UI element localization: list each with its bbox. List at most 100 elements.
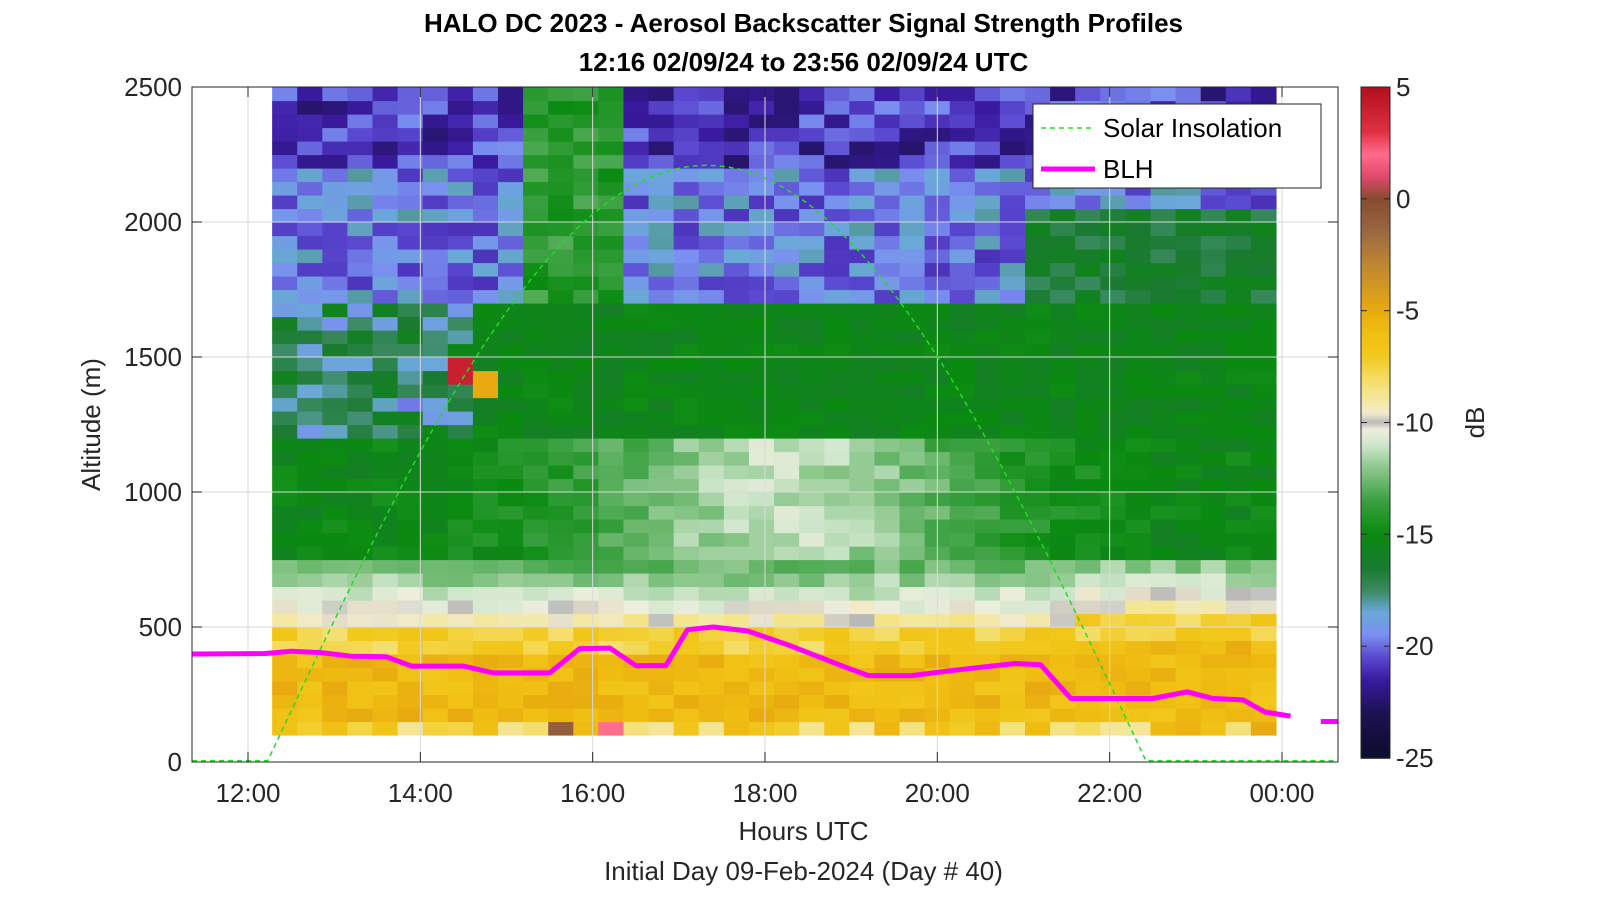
- heatmap-cell: [623, 181, 650, 196]
- heatmap-cell: [874, 492, 901, 507]
- heatmap-cell: [322, 303, 349, 318]
- heatmap-cell: [673, 330, 700, 345]
- heatmap-cell: [397, 235, 424, 250]
- colorbar-step: [1361, 726, 1390, 730]
- heatmap-cell: [698, 694, 725, 709]
- heatmap-cell: [799, 708, 825, 723]
- heatmap-cell: [598, 276, 625, 291]
- heatmap-cell: [1025, 586, 1051, 601]
- heatmap-cell: [472, 316, 499, 331]
- heatmap-cell: [849, 343, 876, 358]
- heatmap-cell: [548, 627, 574, 642]
- heatmap-cell: [874, 681, 901, 696]
- heatmap-cell: [874, 640, 901, 655]
- heatmap-cell: [949, 208, 976, 223]
- heatmap-cell: [1025, 640, 1051, 655]
- heatmap-cell: [447, 235, 474, 250]
- heatmap-cell: [297, 127, 323, 142]
- heatmap-cell: [1100, 654, 1126, 669]
- heatmap-cell: [397, 465, 424, 480]
- colorbar-step: [1361, 433, 1390, 437]
- heatmap-cell: [422, 465, 449, 480]
- heatmap-cell: [1250, 208, 1277, 223]
- heatmap-cell: [1125, 303, 1152, 318]
- heatmap-cell: [422, 600, 449, 615]
- colorbar-step: [1361, 592, 1390, 596]
- heatmap-cell: [899, 451, 926, 466]
- heatmap-cell: [1100, 613, 1126, 628]
- heatmap-cell: [472, 573, 499, 588]
- heatmap-cell: [447, 114, 474, 129]
- heatmap-cell: [372, 586, 399, 601]
- heatmap-cell: [573, 154, 599, 169]
- heatmap-cell: [297, 357, 323, 372]
- colorbar-step: [1361, 482, 1390, 486]
- heatmap-cell: [272, 573, 298, 588]
- heatmap-cell: [1150, 654, 1177, 669]
- heatmap-cell: [1225, 222, 1252, 237]
- heatmap-cell: [497, 451, 524, 466]
- heatmap-cell: [698, 505, 725, 520]
- heatmap-cell: [1100, 235, 1126, 250]
- colorbar-step: [1361, 98, 1390, 102]
- heatmap-cell: [422, 438, 449, 453]
- heatmap-cell: [322, 370, 349, 385]
- heatmap-cell: [322, 559, 349, 574]
- heatmap-cell: [748, 532, 775, 547]
- colorbar-step: [1361, 312, 1390, 316]
- colorbar-step: [1361, 509, 1390, 513]
- heatmap-cell: [372, 384, 399, 399]
- heatmap-cell: [447, 303, 474, 318]
- heatmap-cell: [1175, 721, 1202, 736]
- heatmap-cell: [899, 465, 926, 480]
- heatmap-cell: [397, 100, 424, 115]
- colorbar-step: [1361, 583, 1390, 587]
- colorbar-step: [1361, 100, 1390, 104]
- heatmap-cell: [497, 330, 524, 345]
- heatmap-cell: [1100, 87, 1126, 102]
- heatmap-cell: [347, 451, 374, 466]
- colorbar-step: [1361, 330, 1390, 334]
- heatmap-cell: [1175, 586, 1202, 601]
- heatmap-cell: [874, 559, 901, 574]
- heatmap-cell: [774, 397, 800, 412]
- colorbar-step: [1361, 715, 1390, 719]
- heatmap-cell: [1125, 195, 1152, 210]
- heatmap-cell: [372, 289, 399, 304]
- heatmap-cell: [347, 87, 374, 102]
- heatmap-cell: [397, 303, 424, 318]
- heatmap-cell: [573, 600, 599, 615]
- heatmap-cell: [1025, 249, 1051, 264]
- heatmap-cell: [598, 384, 625, 399]
- heatmap-cell: [272, 721, 298, 736]
- heatmap-cell: [523, 289, 549, 304]
- heatmap-cell: [1250, 667, 1277, 682]
- heatmap-cell: [598, 559, 625, 574]
- heatmap-cell: [472, 195, 499, 210]
- heatmap-cell: [1250, 586, 1277, 601]
- colorbar-tick-label: -15: [1396, 519, 1434, 549]
- heatmap-cell: [372, 519, 399, 534]
- colorbar-step: [1361, 189, 1390, 193]
- heatmap-cell: [824, 141, 850, 156]
- heatmap-cell: [297, 397, 323, 412]
- heatmap-cell: [899, 519, 926, 534]
- colorbar-step: [1361, 377, 1390, 381]
- heatmap-cell: [1175, 87, 1202, 102]
- heatmap-cell: [1150, 424, 1177, 439]
- heatmap-cell: [1050, 438, 1076, 453]
- heatmap-cell: [347, 127, 374, 142]
- heatmap-cell: [472, 235, 499, 250]
- heatmap-cell: [723, 492, 750, 507]
- heatmap-cell: [322, 100, 349, 115]
- heatmap-cell: [1150, 640, 1177, 655]
- heatmap-cell: [497, 276, 524, 291]
- heatmap-cell: [523, 465, 549, 480]
- heatmap-cell: [272, 465, 298, 480]
- heatmap-cell: [322, 249, 349, 264]
- heatmap-cell: [723, 424, 750, 439]
- heatmap-cell: [497, 289, 524, 304]
- colorbar-step: [1361, 183, 1390, 187]
- heatmap-cell: [874, 451, 901, 466]
- heatmap-cell: [748, 505, 775, 520]
